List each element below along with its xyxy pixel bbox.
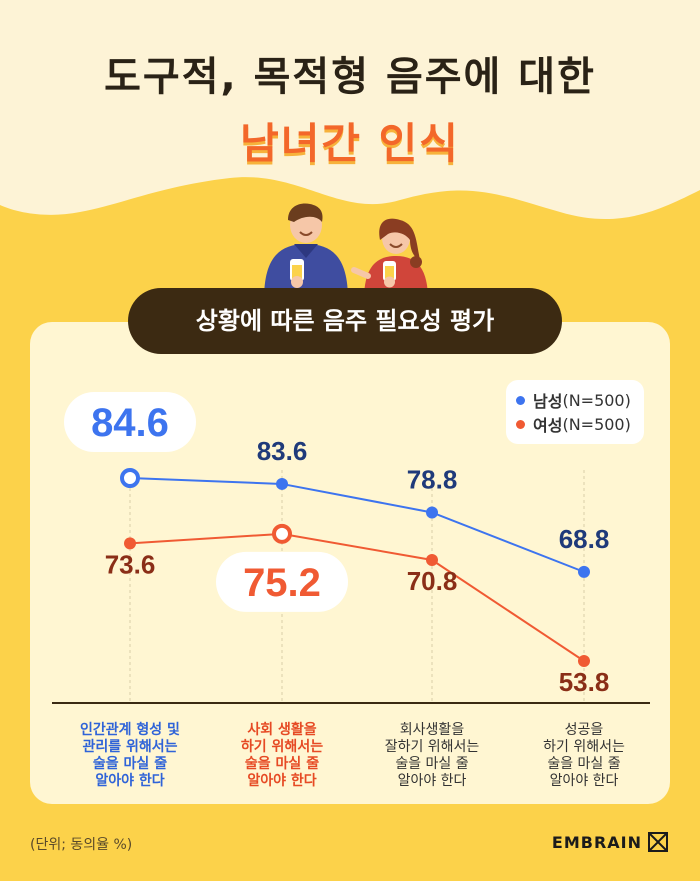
- category-label-3-line-1: 하기 위해서는: [543, 739, 625, 755]
- series-line-1: [129, 532, 585, 662]
- data-point-s1-2: [426, 553, 438, 566]
- chart-legend: 남성 (N=500) 여성 (N=500): [506, 380, 644, 444]
- data-label-s1-3: 53.8: [559, 667, 610, 697]
- data-point-s1-0: [124, 537, 136, 550]
- data-point-s0-2: [426, 506, 438, 519]
- legend-item-male: 남성 (N=500): [516, 388, 634, 412]
- category-label-1-line-0: 사회 생활을: [247, 722, 317, 738]
- category-label-1-line-1: 하기 위해서는: [240, 739, 324, 755]
- category-label-2-line-3: 알아야 한다: [397, 773, 467, 789]
- brand-logo: EMBRAIN: [552, 832, 668, 852]
- category-label-0-line-0: 인간관계 형성 및: [80, 722, 180, 738]
- category-label-1-line-3: 알아야 한다: [247, 773, 317, 789]
- data-label-s0-1: 83.6: [257, 436, 308, 466]
- data-point-s0-3: [578, 565, 590, 578]
- data-label-s1-1: 75.2: [243, 561, 321, 605]
- category-label-3: 성공을 하기 위해서는 술을 마실 줄 알아야 한다: [509, 722, 659, 790]
- data-label-s1-2: 70.8: [407, 566, 458, 596]
- data-point-s1-3: [578, 655, 590, 667]
- unit-footnote: (단위; 동의율 %): [30, 837, 133, 853]
- data-label-s0-3: 68.8: [559, 524, 610, 554]
- legend-suffix-male: (N=500): [562, 390, 631, 410]
- people-illustration: [264, 203, 428, 300]
- series-line-0: [129, 477, 585, 573]
- data-label-s0-0: 84.6: [91, 401, 169, 445]
- data-point-s0-1: [276, 477, 288, 490]
- man-figure: [264, 203, 348, 300]
- data-point-s0-0: [120, 468, 140, 488]
- category-label-2-line-0: 회사생활을: [399, 722, 465, 738]
- chart-subtitle: 상황에 따른 음주 필요성 평가: [128, 288, 562, 354]
- title-line-2: 남녀간 인식: [240, 119, 460, 168]
- data-label-s0-2: 78.8: [407, 464, 458, 494]
- data-point-s1-1: [272, 523, 292, 544]
- header-wave-background: [0, 0, 700, 220]
- category-label-3-line-0: 성공을: [564, 722, 604, 738]
- legend-label-female: 여성: [533, 416, 563, 435]
- category-label-1-line-2: 술을 마실 줄: [244, 756, 320, 772]
- category-label-0-line-1: 관리를 위해서는: [82, 739, 178, 755]
- data-label-s1-0: 73.6: [105, 549, 156, 579]
- category-label-0-line-3: 알아야 한다: [95, 773, 165, 789]
- highlight-bubble-s1: [216, 551, 348, 612]
- legend-item-female: 여성 (N=500): [516, 412, 634, 436]
- category-label-3-line-2: 술을 마실 줄: [547, 756, 621, 772]
- brand-name: EMBRAIN: [551, 832, 642, 852]
- category-label-2-line-2: 술을 마실 줄: [395, 756, 469, 772]
- category-label-0: 인간관계 형성 및 관리를 위해서는 술을 마실 줄 알아야 한다: [55, 722, 205, 790]
- brand-mark-icon: [648, 832, 668, 852]
- category-label-2: 회사생활을 잘하기 위해서는 술을 마실 줄 알아야 한다: [357, 722, 507, 790]
- category-label-3-line-3: 알아야 한다: [549, 773, 619, 789]
- legend-dot-male: [516, 395, 525, 405]
- legend-suffix-female: (N=500): [562, 414, 631, 434]
- category-label-2-line-1: 잘하기 위해서는: [384, 739, 480, 755]
- category-label-0-line-2: 술을 마실 줄: [92, 756, 168, 772]
- title-line-1: 도구적, 목적형 음주에 대한: [104, 54, 596, 100]
- legend-label-male: 남성: [533, 392, 563, 411]
- category-label-1: 사회 생활을 하기 위해서는 술을 마실 줄 알아야 한다: [207, 722, 357, 790]
- highlight-bubble-s0: [64, 392, 196, 452]
- legend-dot-female: [516, 419, 525, 429]
